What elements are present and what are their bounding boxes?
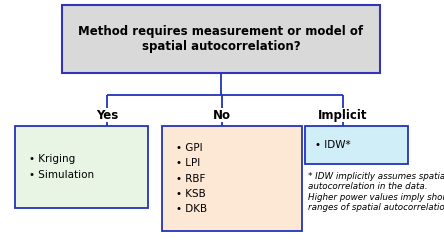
Text: • Kriging
• Simulation: • Kriging • Simulation — [29, 154, 94, 180]
Text: • GPI
• LPI
• RBF
• KSB
• DKB: • GPI • LPI • RBF • KSB • DKB — [176, 143, 207, 214]
Text: * IDW implicitly assumes spatial
autocorrelation in the data.
Higher power value: * IDW implicitly assumes spatial autocor… — [308, 172, 444, 212]
FancyBboxPatch shape — [162, 126, 302, 231]
Text: Implicit: Implicit — [318, 109, 368, 122]
FancyBboxPatch shape — [305, 126, 408, 164]
FancyBboxPatch shape — [62, 5, 380, 73]
Text: • IDW*: • IDW* — [315, 140, 351, 150]
Text: Method requires measurement or model of
spatial autocorrelation?: Method requires measurement or model of … — [79, 25, 364, 53]
FancyBboxPatch shape — [15, 126, 148, 208]
Text: No: No — [213, 109, 231, 122]
Text: Yes: Yes — [96, 109, 118, 122]
